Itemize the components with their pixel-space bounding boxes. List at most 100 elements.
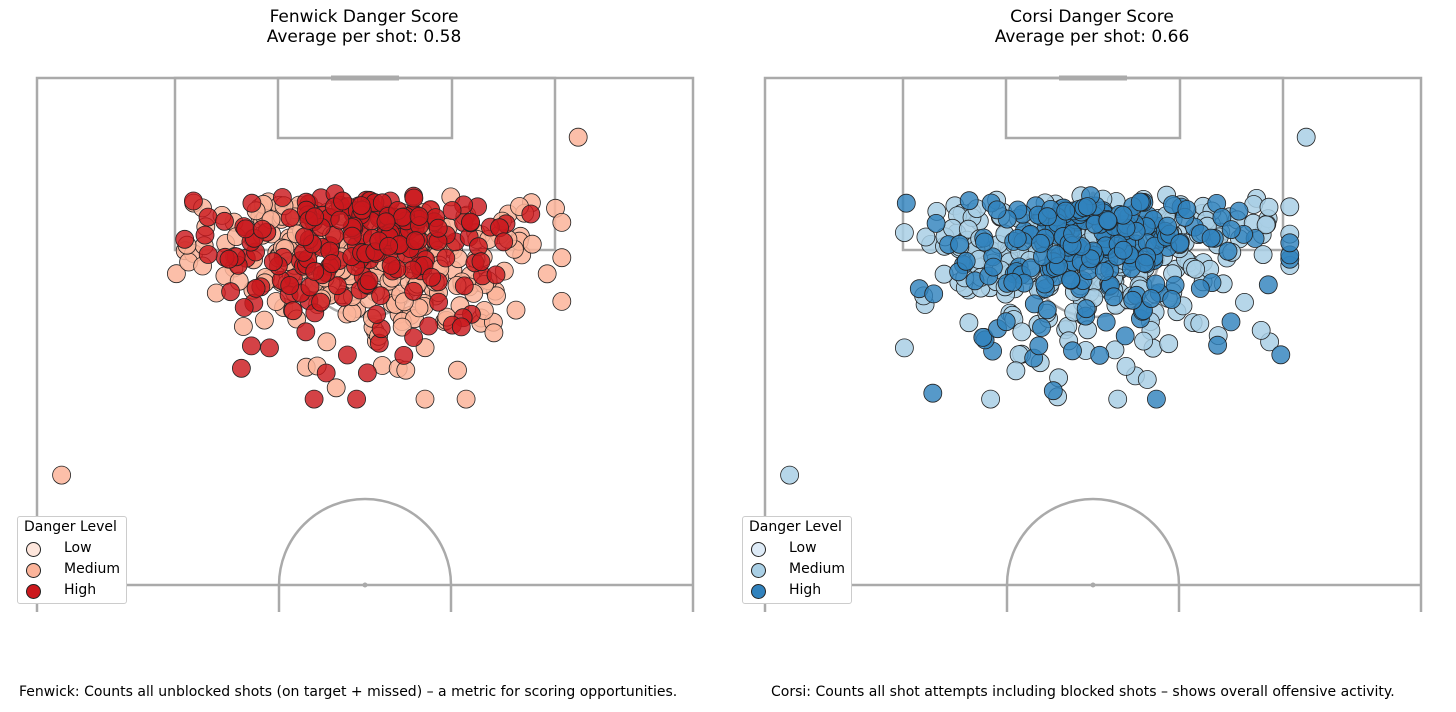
legend-label-high: High [789,582,822,598]
shot-point-medium [448,360,467,380]
legend-label-high: High [64,582,97,598]
shot-point-high [337,345,357,365]
shot-point-medium [780,465,799,485]
shot-point-medium [326,378,346,398]
shot-point-high [973,327,993,347]
shot-point-high [1063,224,1083,244]
shot-point-high [1090,345,1110,365]
shot-point-high [283,301,303,321]
shot-point-medium [959,313,979,333]
shot-point-high [956,251,976,271]
shot-point-medium [568,127,588,147]
shot-point-high [1170,234,1190,253]
legend-label-medium: Medium [64,561,120,577]
shot-point-medium [254,310,274,330]
shot-point-high [924,284,944,304]
shot-point-medium [943,218,962,238]
shot-point-high [1115,326,1135,346]
shot-point-high [252,219,272,239]
shot-point-high [1218,241,1238,261]
shot-point-high [221,282,241,302]
shot-point-high [1035,274,1055,294]
shot-point-high [983,257,1003,277]
shot-point-high [451,317,471,337]
shot-point-high [394,345,414,365]
shot-point-high [215,211,234,231]
shot-point-high [198,207,218,227]
shot-point-medium [1012,322,1032,342]
shot-point-high [1123,290,1143,310]
fenwick-legend: Danger Level Low Medium High [17,516,127,604]
shot-point-high [1258,275,1278,295]
legend-marker-low [751,542,766,557]
shot-point-high [1104,287,1124,307]
shot-point-medium [552,212,572,232]
shot-point-high [422,267,442,287]
shot-point-high [263,252,283,272]
shot-point-high [1280,233,1300,253]
shot-point-high [1029,336,1049,356]
shot-point-high [1098,211,1118,230]
pitch-lines [35,75,695,612]
shot-point-high [1146,389,1166,409]
shot-point-high [896,193,916,213]
shot-points [780,127,1316,485]
shot-point-high [305,207,325,227]
shot-point-high [175,229,195,249]
legend-marker-high [751,584,766,599]
shot-point-medium [1251,320,1271,340]
shot-point-high [236,219,256,239]
shot-point-high [246,278,266,298]
legend-label-medium: Medium [789,561,845,577]
shot-point-medium [1116,356,1136,376]
shot-point-high [1177,200,1197,219]
shot-point-high [926,213,946,233]
shot-point-high [996,312,1016,332]
shot-point-medium [1296,127,1316,147]
shot-point-high [405,231,425,251]
shot-point-high [442,201,462,220]
shot-point-high [183,191,203,211]
shot-point-high [959,191,979,211]
shot-point-high [195,225,215,245]
shot-point-high [429,292,449,312]
corsi-legend-title: Danger Level [749,519,842,535]
shot-point-medium [894,338,914,358]
shot-point-medium [342,303,362,323]
shot-point-medium [166,264,186,284]
shot-point-medium [1235,292,1254,312]
shot-point-high [342,226,362,246]
shot-point-high [1201,228,1221,248]
fenwick-subtitle: Average per shot: 0.58 [266,27,462,47]
fenwick-caption: Fenwick: Counts all unblocked shots (on … [19,684,678,700]
shot-point-high [1030,233,1050,253]
shot-point-high [1221,220,1241,240]
shot-point-high [1221,312,1241,332]
shot-point-high [333,191,353,211]
shot-point-medium [484,323,504,343]
shot-point-medium [1190,314,1210,334]
six-yard-box [276,76,454,140]
shot-point-high [1271,345,1291,365]
six-yard-box [1004,76,1182,140]
shot-point-high [521,204,541,224]
shot-point-high [376,212,396,232]
shot-point-high [1076,299,1096,319]
pitch-outline [35,76,695,612]
shot-point-high [404,281,424,301]
shot-point-high [327,276,347,296]
shot-point-high [1096,312,1116,332]
shot-point-high [367,304,387,324]
shot-point-high [1208,335,1228,355]
shot-point-medium [1134,331,1154,351]
shot-point-high [1190,279,1210,298]
shot-point-high [1094,262,1114,281]
shot-point-high [409,206,429,226]
shot-point-high [404,188,424,208]
shot-point-high [1077,197,1097,217]
center-spot [1090,582,1096,588]
shot-point-high [486,265,506,285]
shot-point-high [1061,270,1081,290]
shot-point-high [280,208,300,228]
shot-point-high [1043,381,1063,401]
